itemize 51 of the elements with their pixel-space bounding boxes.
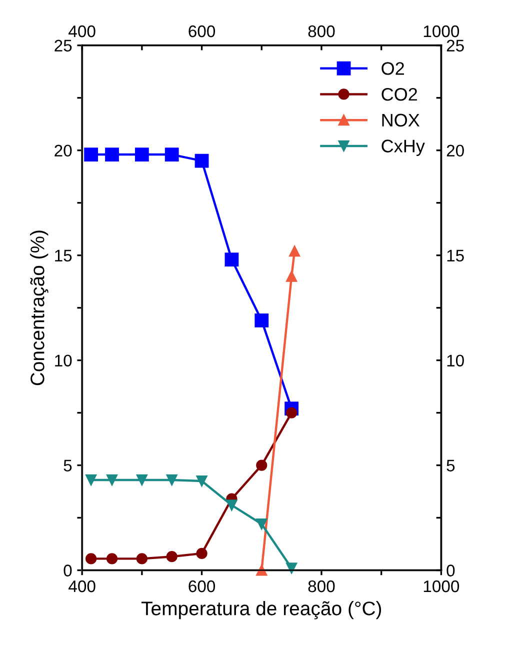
y2-tick-label: 25 [446, 40, 464, 52]
point [166, 551, 178, 562]
x-tick-label: 800 [308, 25, 335, 38]
point [286, 407, 298, 418]
legend-label: NOX [382, 114, 420, 127]
x-tick-label: 400 [68, 25, 96, 38]
x2-tick-label: 800 [308, 580, 335, 592]
y-tick-label: 25 [54, 40, 72, 52]
x2-tick-label: 1000 [424, 580, 460, 592]
point [256, 460, 268, 471]
point [106, 553, 118, 564]
point [164, 148, 179, 162]
point [86, 474, 97, 486]
point [254, 313, 269, 328]
point [224, 252, 239, 266]
y2-tick-label: 5 [446, 460, 455, 472]
point [86, 553, 97, 564]
point [106, 474, 118, 486]
point [226, 500, 238, 511]
x2-tick-label: 400 [68, 580, 96, 592]
y-tick-label: 5 [64, 460, 72, 472]
point [194, 154, 209, 168]
point [134, 148, 149, 162]
y-tick-label: 20 [54, 144, 72, 157]
point [256, 518, 268, 530]
legend-label: CO2 [382, 88, 418, 101]
legend-label: O2 [382, 62, 404, 75]
point [196, 548, 208, 559]
y-tick-label: 0 [64, 564, 72, 576]
point [105, 148, 119, 162]
point [286, 270, 298, 282]
x-tick-label: 600 [188, 25, 216, 38]
legend-label: CxHy [382, 140, 425, 156]
x-axis-title: Temperatura de reação (°C) [141, 601, 382, 620]
point [136, 474, 148, 486]
point [84, 148, 98, 162]
y2-tick-label: 15 [447, 250, 464, 262]
y2-tick-label: 10 [447, 354, 464, 366]
y2-tick-label: 20 [446, 144, 464, 157]
point [166, 474, 178, 486]
y-tick-label: 15 [55, 250, 72, 262]
point [136, 553, 148, 564]
y2-tick-label: 0 [446, 564, 455, 576]
point [286, 562, 298, 574]
y-tick-label: 10 [55, 354, 72, 366]
point [256, 564, 268, 576]
x2-tick-label: 600 [188, 580, 216, 592]
x-tick-label: 1000 [424, 25, 460, 38]
point [288, 246, 300, 257]
y-axis-title: Concentração (%) [30, 230, 48, 386]
point [196, 475, 208, 487]
